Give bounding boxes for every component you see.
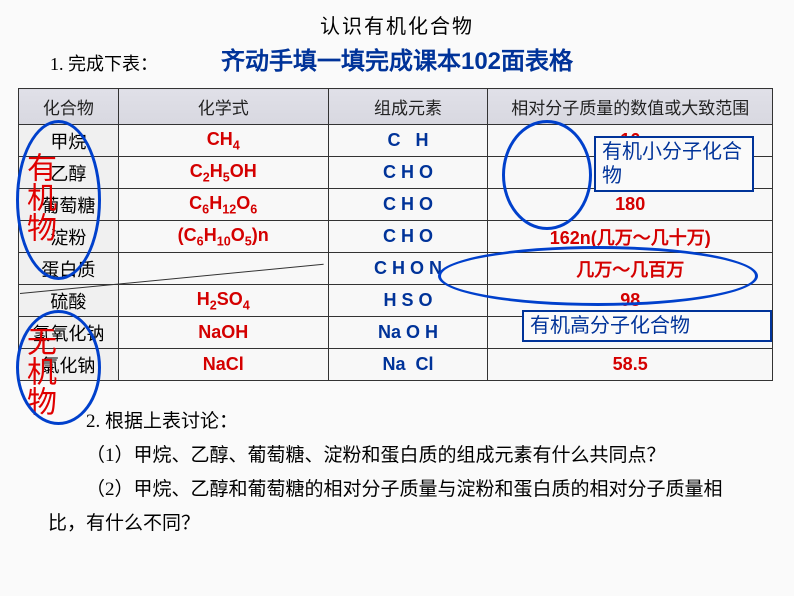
question-2: （2）甲烷、乙醇和葡萄糖的相对分子质量与淀粉和蛋白质的相对分子质量相比，有什么不… bbox=[48, 473, 746, 541]
task-1-label: 1. 完成下表： bbox=[50, 50, 158, 76]
cell-elements: Na Cl bbox=[328, 349, 488, 381]
box-macromolecule: 有机高分子化合物 bbox=[522, 310, 772, 342]
cell-mass: 162n(几万～几十万) bbox=[488, 221, 773, 253]
table-header-row: 化合物 化学式 组成元素 相对分子质量的数值或大致范围 bbox=[19, 89, 773, 125]
cell-elements: Na O H bbox=[328, 317, 488, 349]
table-row: 淀粉(C6H10O5)nC H O162n(几万～几十万) bbox=[19, 221, 773, 253]
task-2-label: 2. 根据上表讨论： bbox=[48, 405, 746, 439]
table-row: 氯化钠NaClNa Cl58.5 bbox=[19, 349, 773, 381]
cell-name: 甲烷 bbox=[19, 125, 119, 157]
questions-block: 2. 根据上表讨论： （1）甲烷、乙醇、葡萄糖、淀粉和蛋白质的组成元素有什么共同… bbox=[18, 405, 776, 541]
page-topic: 认识有机化合物 bbox=[18, 10, 776, 39]
cell-mass: 58.5 bbox=[488, 349, 773, 381]
header-compound: 化合物 bbox=[19, 89, 119, 125]
table-row: 葡萄糖C6H12O6C H O180 bbox=[19, 189, 773, 221]
cell-name: 氢氧化钠 bbox=[19, 317, 119, 349]
cell-elements: C H O bbox=[328, 157, 488, 189]
cell-formula: C2H5OH bbox=[118, 157, 328, 189]
cell-formula: NaCl bbox=[118, 349, 328, 381]
cell-formula: H2SO4 bbox=[118, 285, 328, 317]
cell-elements: C H bbox=[328, 125, 488, 157]
cell-formula: (C6H10O5)n bbox=[118, 221, 328, 253]
cell-formula: CH4 bbox=[118, 125, 328, 157]
cell-name: 氯化钠 bbox=[19, 349, 119, 381]
cell-formula: C6H12O6 bbox=[118, 189, 328, 221]
table-row: 蛋白质 C H O N几万～几百万 bbox=[19, 253, 773, 285]
cell-name: 蛋白质 bbox=[19, 253, 119, 285]
cell-elements: H S O bbox=[328, 285, 488, 317]
question-1: （1）甲烷、乙醇、葡萄糖、淀粉和蛋白质的组成元素有什么共同点？ bbox=[48, 439, 746, 473]
cell-elements: C H O N bbox=[328, 253, 488, 285]
box-small-molecule: 有机小分子化合物 bbox=[594, 136, 754, 192]
header-mass: 相对分子质量的数值或大致范围 bbox=[488, 89, 773, 125]
cell-elements: C H O bbox=[328, 189, 488, 221]
cell-formula: NaOH bbox=[118, 317, 328, 349]
header-elements: 组成元素 bbox=[328, 89, 488, 125]
cell-elements: C H O bbox=[328, 221, 488, 253]
cell-name: 淀粉 bbox=[19, 221, 119, 253]
cell-mass: 180 bbox=[488, 189, 773, 221]
cell-name: 乙醇 bbox=[19, 157, 119, 189]
cell-mass: 几万～几百万 bbox=[488, 253, 773, 285]
cell-name: 葡萄糖 bbox=[19, 189, 119, 221]
header-formula: 化学式 bbox=[118, 89, 328, 125]
